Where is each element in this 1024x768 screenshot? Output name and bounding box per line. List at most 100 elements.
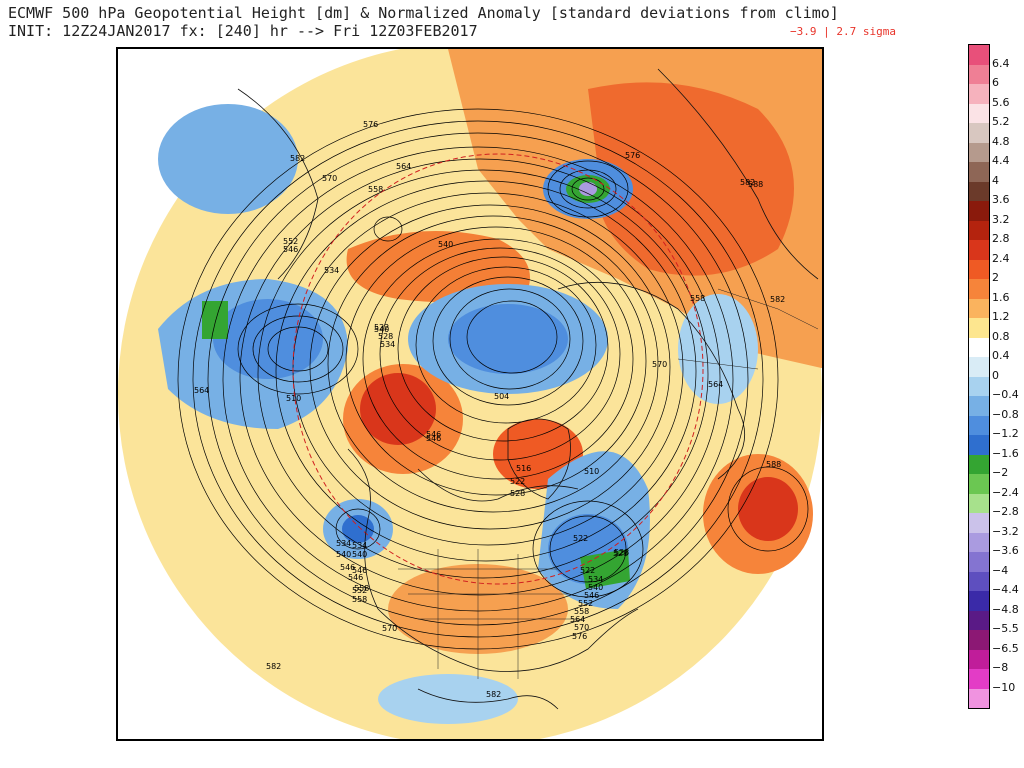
legend-label: 3.6 xyxy=(992,193,1010,206)
contour-label: 558 xyxy=(368,185,383,194)
contour-label: 534 xyxy=(588,575,603,584)
legend-swatch xyxy=(969,415,989,435)
contour-label: 540 xyxy=(374,325,389,334)
legend-swatch xyxy=(969,45,989,65)
legend-swatch xyxy=(969,337,989,357)
contour-label: 540 xyxy=(438,240,453,249)
contour-label: 564 xyxy=(396,162,411,171)
contour-label: 564 xyxy=(570,615,585,624)
contour-label: 576 xyxy=(363,120,378,129)
contour-label: 504 xyxy=(494,392,509,401)
contour-label: 546 xyxy=(283,245,298,254)
contour-label: 564 xyxy=(708,380,723,389)
contour-label: 516 xyxy=(516,464,531,473)
legend-swatch xyxy=(969,610,989,630)
contour-label: 540 xyxy=(352,550,367,559)
legend-swatch xyxy=(969,513,989,533)
legend-label: 5.2 xyxy=(992,115,1010,128)
legend-label: 2.4 xyxy=(992,251,1010,265)
anomaly-cold-pacific-nw-core xyxy=(342,515,374,543)
anomaly-warm-pacific-core xyxy=(738,477,798,541)
contour-label: 546 xyxy=(348,573,363,582)
chart-header: ECMWF 500 hPa Geopotential Height [dm] &… xyxy=(8,4,839,40)
legend-swatch xyxy=(969,181,989,201)
legend-label: −0.4 xyxy=(992,388,1019,401)
legend-label: −5.5 xyxy=(992,622,1019,635)
contour-label: 546 xyxy=(426,430,441,439)
legend-label: 6.4 xyxy=(992,56,1010,70)
contour-label: 534 xyxy=(336,539,351,548)
legend-label: 5.6 xyxy=(992,95,1010,109)
contour-label: 582 xyxy=(486,690,501,699)
legend-label: 4.8 xyxy=(992,134,1010,148)
legend-label: −3.6 xyxy=(992,544,1019,557)
contour-label: 528 xyxy=(613,549,628,558)
legend-swatch xyxy=(969,493,989,513)
contour-label: 546 xyxy=(340,563,355,572)
legend-swatch xyxy=(969,571,989,591)
contour-label: 582 xyxy=(740,178,755,187)
legend-label: −0.8 xyxy=(992,407,1019,421)
legend-swatch xyxy=(969,649,989,669)
contour-label: 528 xyxy=(378,332,393,341)
polar-map: 576 582 564 558 570 576 582 534 546 552 … xyxy=(116,47,824,741)
legend-swatch xyxy=(969,220,989,240)
legend-swatch xyxy=(969,669,989,689)
contour-label: 582 xyxy=(770,295,785,304)
contour-label: 528 xyxy=(510,489,525,498)
coastlines xyxy=(237,68,819,710)
legend-label: 0.8 xyxy=(992,329,1010,343)
contour-label: 576 xyxy=(572,632,587,641)
contour-label: 528 xyxy=(614,548,629,557)
legend-label: −1.2 xyxy=(992,427,1019,440)
contour-label: 558 xyxy=(574,607,589,616)
legend-swatch xyxy=(969,142,989,162)
color-legend xyxy=(968,44,990,709)
legend-swatch xyxy=(969,357,989,377)
chart-title: ECMWF 500 hPa Geopotential Height [dm] &… xyxy=(8,4,839,22)
legend-label: −6.5 xyxy=(992,641,1019,655)
contour-label: 570 xyxy=(652,360,667,369)
legend-label: 2 xyxy=(992,271,999,284)
legend-swatch xyxy=(969,259,989,279)
contour-label: 540 xyxy=(588,583,603,592)
contour-label: 558 xyxy=(354,584,369,593)
legend-label: 0.4 xyxy=(992,349,1010,362)
legend-swatch xyxy=(969,532,989,552)
legend-label: −1.6 xyxy=(992,446,1019,460)
legend-swatch xyxy=(969,318,989,338)
legend-label: −4.4 xyxy=(992,583,1019,596)
legend-label: 0 xyxy=(992,368,999,382)
legend-swatch xyxy=(969,64,989,84)
contour-label: 534 xyxy=(324,266,339,275)
contour-label: 522 xyxy=(374,323,389,332)
contour-label: 510 xyxy=(286,394,301,403)
legend-label: 6 xyxy=(992,76,999,89)
legend-swatch xyxy=(969,162,989,182)
legend-label: 1.2 xyxy=(992,310,1010,323)
anomaly-cold-atlantic-core xyxy=(213,299,323,379)
legend-label: 2.8 xyxy=(992,232,1010,245)
legend-swatch xyxy=(969,201,989,221)
contour-label: 564 xyxy=(194,386,209,395)
legend-label: −2 xyxy=(992,466,1009,479)
legend-swatch xyxy=(969,630,989,650)
legend-label: 4 xyxy=(992,173,999,187)
legend-swatch xyxy=(969,474,989,494)
contour-label: 510 xyxy=(584,467,599,476)
legend-swatch xyxy=(969,103,989,123)
contour-label: 522 xyxy=(580,566,595,575)
contour-label: 588 xyxy=(748,180,763,189)
legend-swatch xyxy=(969,84,989,104)
legend-swatch xyxy=(969,396,989,416)
anomaly-cold-siberia-min xyxy=(579,182,597,196)
map-svg: 576 582 564 558 570 576 582 534 546 552 … xyxy=(118,49,822,739)
contour-label: 552 xyxy=(578,599,593,608)
anomaly-cold-polar-core xyxy=(448,304,568,374)
contour-540-line xyxy=(292,153,704,585)
anomaly-cold-green-patch xyxy=(202,301,228,339)
contour-label: 534 xyxy=(380,340,395,349)
legend-label: −2.4 xyxy=(992,485,1019,499)
contour-label: 522 xyxy=(573,534,588,543)
contour-label: 540 xyxy=(336,550,351,559)
